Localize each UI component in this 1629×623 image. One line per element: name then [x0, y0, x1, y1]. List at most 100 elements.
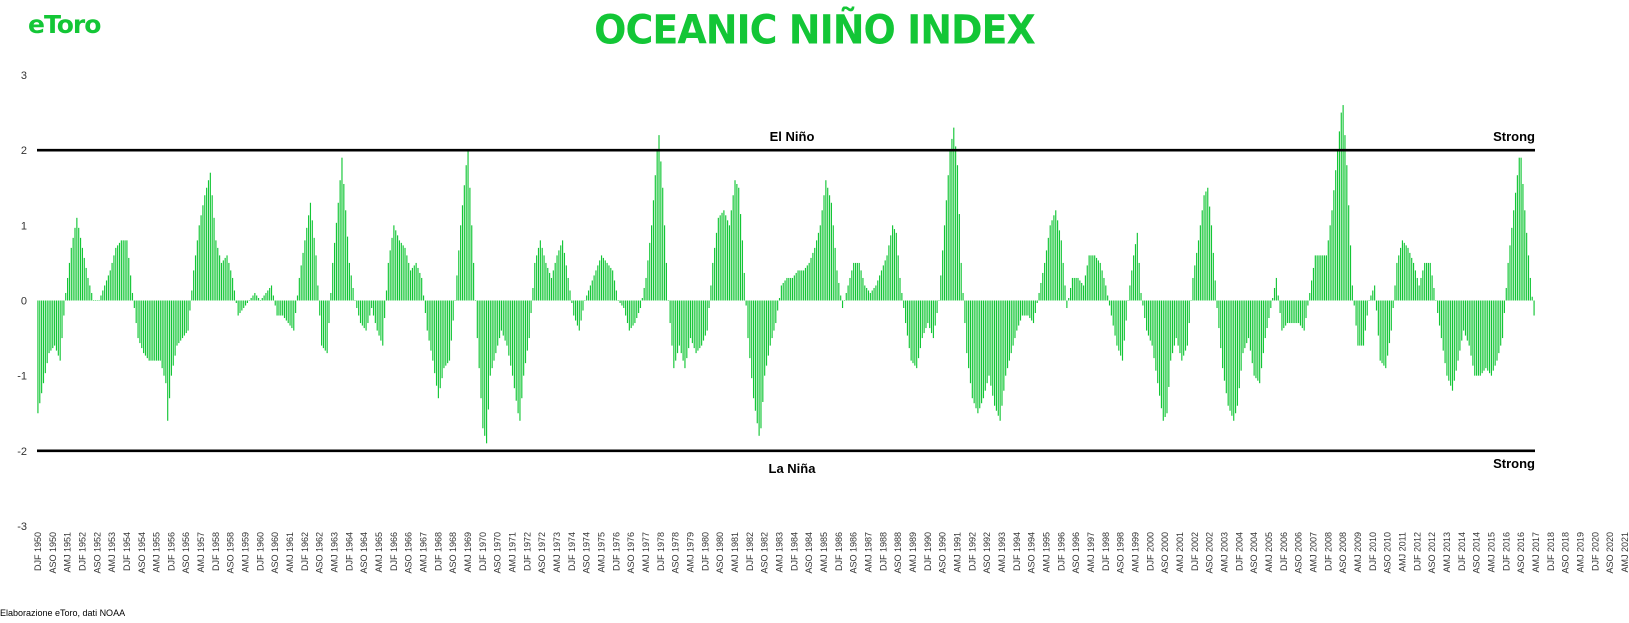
x-tick-label: DJF 1960	[255, 532, 265, 571]
oni-bar	[851, 270, 853, 301]
oni-bar	[1405, 245, 1407, 301]
oni-bar	[361, 300, 363, 326]
oni-bar	[256, 295, 258, 301]
x-tick-label: AMJ 1961	[285, 532, 295, 573]
x-tick-label: ASO 2008	[1338, 532, 1348, 574]
oni-bar	[328, 300, 330, 324]
oni-bar	[432, 300, 434, 361]
x-tick-label: ASO 2010	[1383, 532, 1393, 574]
oni-bar	[1092, 255, 1094, 301]
x-tick-label: ASO 1974	[582, 532, 592, 574]
oni-bar	[1196, 252, 1198, 301]
oni-bar	[343, 183, 345, 301]
oni-bar	[923, 300, 925, 334]
oni-bar	[1222, 300, 1224, 369]
oni-bar	[1431, 275, 1433, 301]
oni-bar	[430, 300, 432, 351]
oni-bar	[528, 300, 530, 339]
oni-bar	[1023, 300, 1025, 316]
oni-bar	[905, 300, 907, 324]
oni-bar	[1368, 300, 1370, 301]
oni-bar	[489, 300, 491, 376]
oni-bar	[678, 300, 680, 346]
oni-bar	[193, 270, 195, 301]
oni-bar	[202, 205, 204, 301]
x-tick-label: DJF 1962	[300, 532, 310, 571]
oni-bar	[252, 295, 254, 301]
oni-bar	[784, 280, 786, 301]
oni-bar	[219, 255, 221, 301]
x-tick-label: AMJ 1951	[63, 532, 73, 573]
oni-bar	[701, 300, 703, 346]
oni-bar	[1112, 300, 1114, 326]
x-tick-label: AMJ 1965	[374, 532, 384, 573]
oni-bar	[817, 232, 820, 301]
oni-bar	[293, 300, 295, 331]
oni-bar	[1351, 285, 1353, 301]
oni-bar	[1205, 191, 1207, 301]
oni-bar	[250, 297, 252, 301]
oni-bar	[556, 255, 558, 301]
x-tick-label: ASO 1960	[270, 532, 280, 574]
oni-bar	[730, 210, 732, 301]
oni-bar	[625, 300, 627, 316]
oni-bar	[758, 300, 760, 436]
oni-bar	[39, 300, 41, 404]
x-tick-label: AMJ 2019	[1575, 532, 1585, 573]
x-tick-label: AMJ 2015	[1486, 532, 1496, 573]
oni-bar	[1333, 190, 1335, 301]
oni-bar	[1292, 300, 1294, 324]
oni-bar	[265, 292, 267, 301]
oni-bar	[1209, 206, 1211, 301]
oni-bar	[1377, 300, 1379, 336]
oni-bar	[1170, 300, 1172, 361]
oni-bar	[1438, 300, 1441, 326]
oni-bar	[1036, 300, 1038, 304]
oni-bar	[602, 257, 604, 301]
oni-bar	[1140, 292, 1142, 301]
oni-bar	[363, 300, 365, 329]
oni-bar	[1201, 210, 1203, 301]
oni-bar	[296, 295, 299, 301]
x-axis: DJF 1950 ASO 1950 AMJ 1951 DJF 1952 ASO 1952…	[33, 532, 1629, 574]
y-tick-label: 3	[21, 70, 27, 82]
oni-bar	[68, 262, 71, 301]
x-tick-label: ASO 1994	[1027, 532, 1037, 574]
oni-bar	[456, 275, 458, 301]
oni-bar	[1016, 300, 1018, 331]
oni-bar	[1235, 300, 1237, 414]
oni-bar	[721, 212, 723, 301]
oni-bar	[473, 262, 475, 301]
oni-bar	[899, 277, 901, 301]
oni-bar	[100, 295, 102, 301]
oni-bar	[1177, 300, 1179, 346]
oni-bar	[282, 300, 284, 316]
oni-bar	[1414, 270, 1416, 301]
oni-bar	[1197, 240, 1200, 301]
oni-bar	[1390, 300, 1392, 331]
oni-bar	[775, 300, 777, 324]
oni-bar	[81, 247, 83, 301]
oni-bar	[1188, 300, 1190, 324]
oni-bar	[463, 185, 465, 301]
oni-bar	[359, 300, 362, 324]
etoro-logo: eToro	[28, 10, 101, 39]
oni-bar	[304, 240, 306, 301]
x-tick-label: ASO 1998	[1116, 532, 1126, 574]
oni-bar	[741, 240, 744, 301]
oni-bar	[1444, 300, 1446, 364]
oni-bar	[853, 262, 855, 301]
chart-title: OCEANIC NIÑO INDEX	[594, 6, 1036, 54]
oni-bar	[248, 300, 250, 301]
oni-bar	[267, 290, 269, 301]
oni-bar	[1162, 300, 1164, 421]
oni-bar	[335, 222, 337, 301]
oni-bar	[541, 247, 543, 301]
el-nino-label: El Niño	[770, 129, 815, 144]
oni-bar	[1210, 225, 1213, 301]
oni-bar	[257, 297, 260, 301]
oni-bar	[243, 300, 245, 309]
oni-bar	[1194, 265, 1196, 301]
oni-bar	[684, 300, 686, 369]
oni-bar	[1173, 300, 1175, 346]
